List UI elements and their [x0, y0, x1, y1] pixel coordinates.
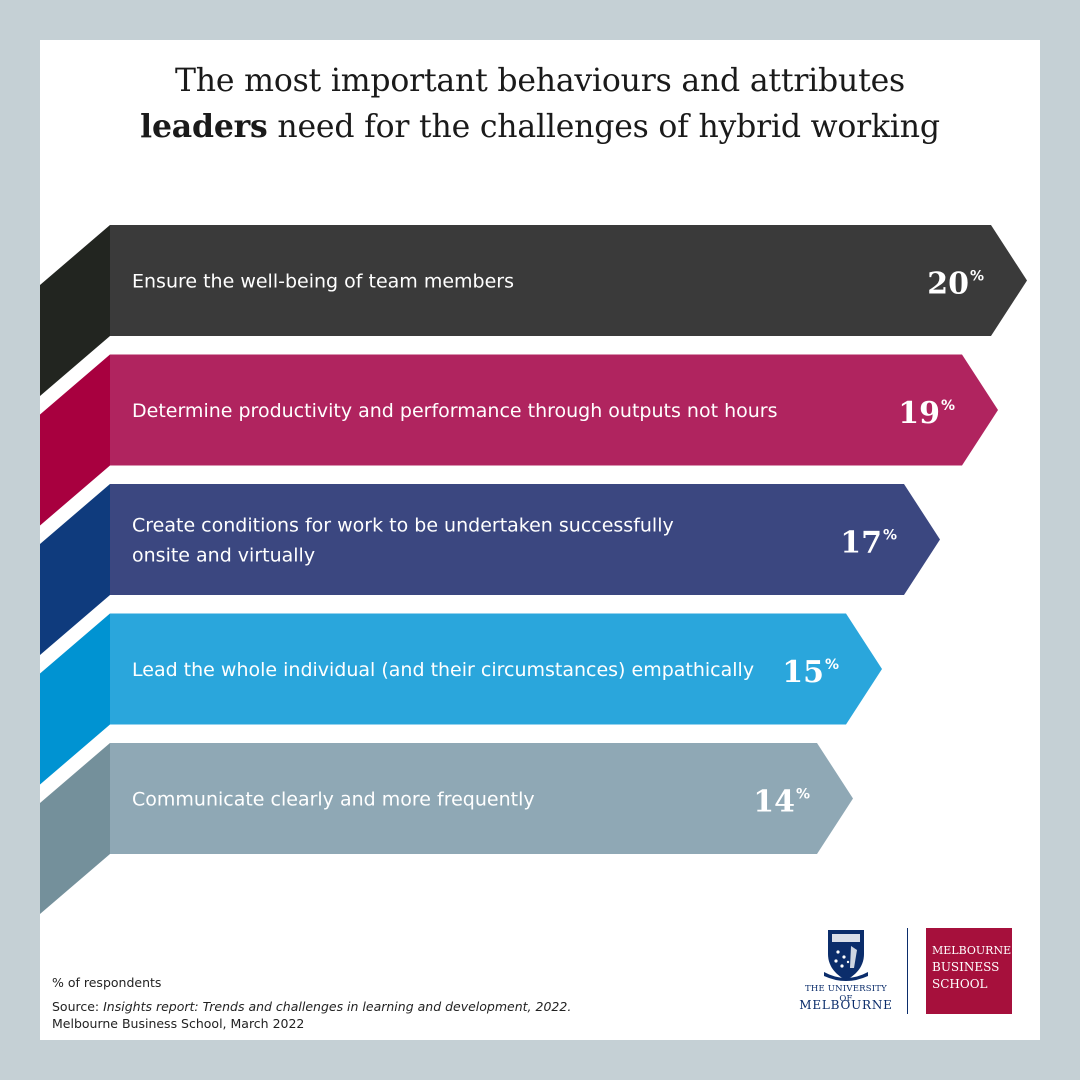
footnote: % of respondents	[52, 975, 162, 990]
bar-group-3: Create conditions for work to be underta…	[40, 484, 940, 655]
bar-2	[110, 354, 998, 466]
bar-label-4: Lead the whole individual (and their cir…	[132, 659, 754, 681]
bar-4	[110, 613, 882, 725]
unimelb-line-1: THE UNIVERSITY OF	[805, 984, 887, 1004]
bar-label-2: Determine productivity and performance t…	[132, 400, 778, 422]
title-bold-word: leaders	[140, 108, 268, 145]
bar-value-unit-2: %	[941, 398, 955, 414]
bar-label-3: Create conditions for work to be underta…	[132, 515, 674, 567]
bar-value-unit-4: %	[825, 657, 839, 673]
mbs-line-3: SCHOOL	[932, 977, 988, 991]
melbourne-business-school-logo: MELBOURNE BUSINESS SCHOOL	[926, 928, 1012, 1014]
bar-group-5: Communicate clearly and more frequently 1…	[40, 743, 853, 914]
bar-group-4: Lead the whole individual (and their cir…	[40, 613, 882, 785]
bar-value-unit-1: %	[970, 269, 984, 285]
logo-divider	[907, 928, 908, 1014]
university-of-melbourne-logo: THE UNIVERSITY OF MELBOURNE	[798, 926, 894, 1018]
mbs-line-2: BUSINESS	[932, 960, 1000, 974]
chart-title: The most important behaviours and attrib…	[40, 58, 1040, 150]
bar-value-5: 14	[753, 785, 795, 820]
bar-value-4: 15	[782, 655, 824, 690]
bar-fold-3	[40, 484, 110, 655]
bar-label-1: Ensure the well-being of team members	[132, 271, 514, 293]
source-title: Insights report: Trends and challenges i…	[103, 999, 572, 1014]
bar-value-3: 17	[840, 526, 882, 561]
bar-1	[110, 225, 1027, 336]
title-line-2-rest: need for the challenges of hybrid workin…	[267, 109, 940, 145]
bar-fold-2	[40, 354, 110, 526]
bar-value-2: 19	[898, 396, 940, 431]
crest-icon	[824, 930, 868, 981]
source-note: Source: Insights report: Trends and chal…	[52, 998, 571, 1032]
bar-group-1: Ensure the well-being of team members 20%	[40, 225, 1027, 396]
bar-label-5: Communicate clearly and more frequently	[132, 789, 535, 811]
bar-value-unit-3: %	[883, 528, 897, 544]
bar-value-unit-5: %	[796, 787, 810, 803]
bar-group-2: Determine productivity and performance t…	[40, 354, 998, 526]
unimelb-line-2: MELBOURNE	[799, 998, 893, 1012]
title-line-2: leaders need for the challenges of hybri…	[40, 104, 1040, 150]
bar-5	[110, 743, 853, 854]
bar-fold-5	[40, 743, 110, 914]
bar-3	[110, 484, 940, 595]
bar-value-1: 20	[927, 267, 969, 302]
source-line-2: Melbourne Business School, March 2022	[52, 1016, 305, 1031]
bar-fold-4	[40, 613, 110, 785]
source-prefix: Source:	[52, 999, 104, 1014]
bar-fold-1	[40, 225, 110, 396]
title-line-1: The most important behaviours and attrib…	[175, 63, 905, 99]
mbs-line-1: MELBOURNE	[932, 944, 1012, 957]
